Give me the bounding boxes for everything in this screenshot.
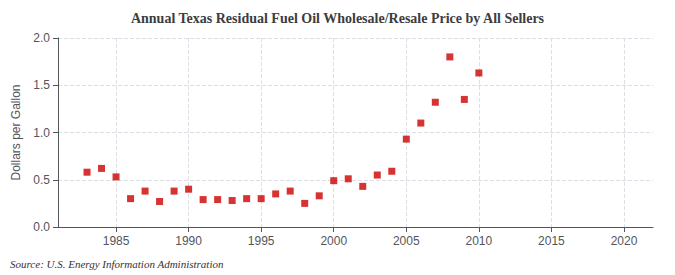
svg-text:1.0: 1.0	[33, 126, 50, 140]
svg-text:2020: 2020	[611, 234, 638, 248]
svg-text:1990: 1990	[175, 234, 202, 248]
svg-text:0.5: 0.5	[33, 173, 50, 187]
svg-text:2015: 2015	[538, 234, 565, 248]
svg-text:2005: 2005	[393, 234, 420, 248]
svg-text:2.0: 2.0	[33, 31, 50, 45]
svg-text:Source: U.S. Energy Informatio: Source: U.S. Energy Information Administ…	[10, 258, 224, 270]
svg-text:2010: 2010	[466, 234, 493, 248]
svg-text:2000: 2000	[320, 234, 347, 248]
svg-text:Dollars per Gallon: Dollars per Gallon	[9, 84, 23, 180]
svg-text:1995: 1995	[248, 234, 275, 248]
svg-text:Annual Texas Residual Fuel Oil: Annual Texas Residual Fuel Oil Wholesale…	[131, 11, 545, 26]
svg-text:0.0: 0.0	[33, 220, 50, 234]
svg-text:1985: 1985	[103, 234, 130, 248]
svg-text:1.5: 1.5	[33, 78, 50, 92]
